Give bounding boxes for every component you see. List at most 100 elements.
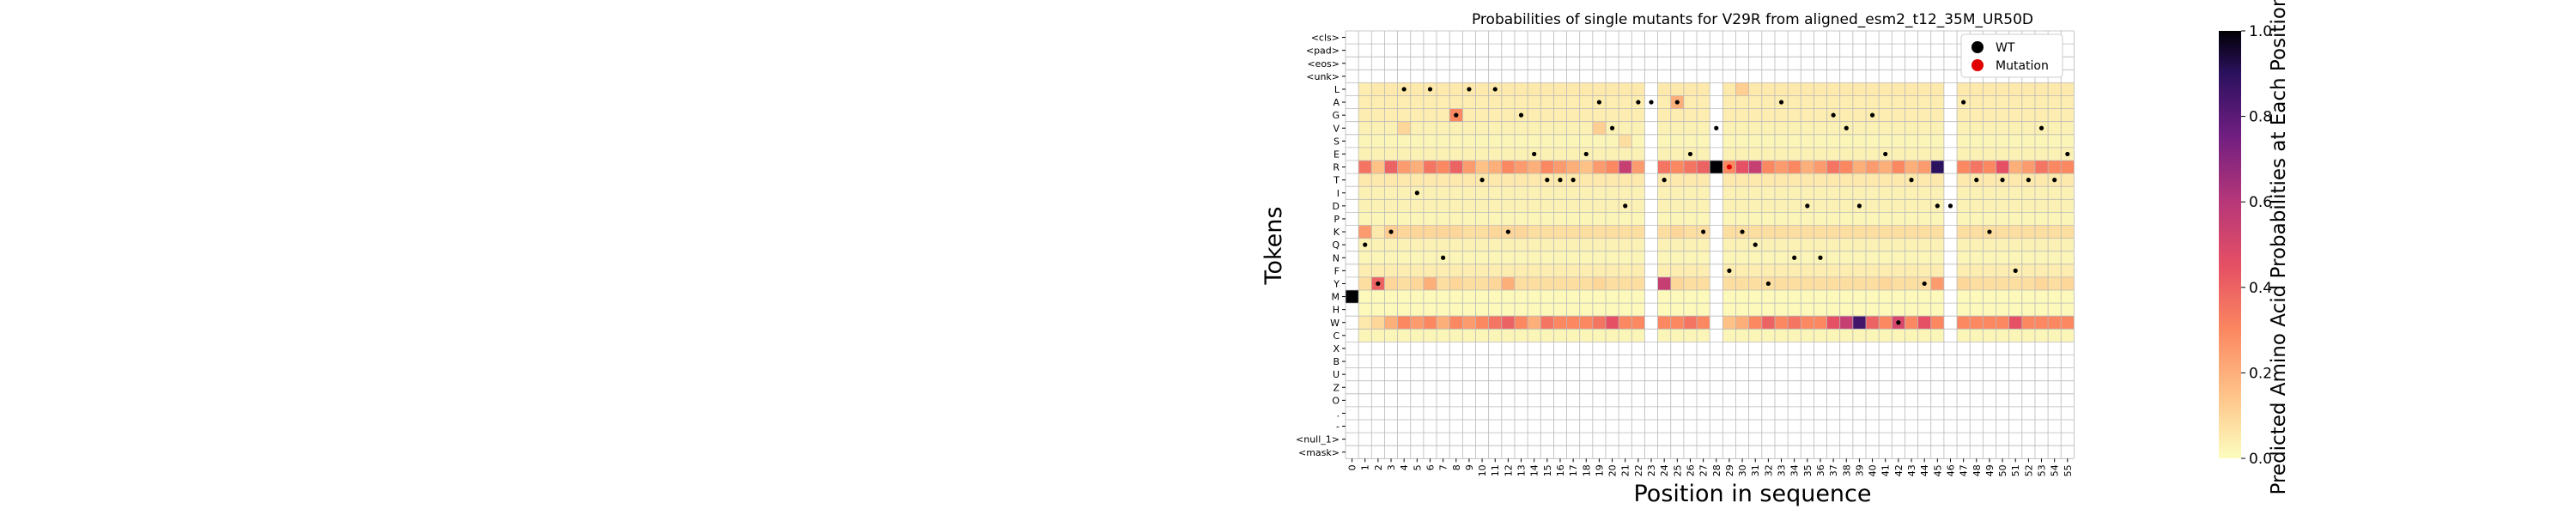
mutation-marker: [1727, 165, 1732, 170]
heatmap-cell: [1722, 109, 1735, 122]
heatmap-cell: [1398, 316, 1411, 329]
heatmap-cell: [1619, 173, 1631, 186]
heatmap-cell: [1879, 329, 1892, 342]
heatmap-cell: [1593, 239, 1606, 251]
wt-marker: [1467, 87, 1471, 91]
heatmap-cell: [1775, 329, 1788, 342]
heatmap-cell: [2061, 122, 2074, 135]
x-tick-label: 39: [1854, 464, 1865, 476]
x-tick-label: 29: [1724, 464, 1735, 476]
colorbar-gradient: [2219, 31, 2241, 458]
heatmap-cell: [2061, 226, 2074, 239]
heatmap-cell: [1580, 316, 1593, 329]
heatmap-cell: [1371, 303, 1384, 316]
heatmap-cell: [1476, 148, 1489, 161]
wt-marker: [1350, 294, 1354, 299]
y-tick-label: Q: [1332, 239, 1340, 251]
heatmap-cell: [1775, 199, 1788, 212]
heatmap-cell: [1411, 161, 1424, 173]
wt-marker: [1987, 229, 1991, 233]
heatmap-cell: [1631, 199, 1644, 212]
heatmap-cell: [1619, 135, 1631, 148]
wt-marker: [1935, 203, 1940, 208]
heatmap-cell: [1606, 186, 1619, 199]
heatmap-cell: [1384, 109, 1397, 122]
heatmap-cell: [1788, 212, 1801, 225]
heatmap-cell: [1515, 239, 1528, 251]
heatmap-cell: [1580, 161, 1593, 173]
heatmap-cell: [2048, 251, 2061, 264]
heatmap-cell: [1840, 239, 1853, 251]
heatmap-cell: [1736, 329, 1749, 342]
heatmap-cell: [1567, 251, 1580, 264]
heatmap-cell: [1788, 264, 1801, 277]
heatmap-cell: [1970, 109, 1983, 122]
wt-marker: [1388, 229, 1393, 233]
heatmap-cell: [1631, 135, 1644, 148]
heatmap-cell: [1502, 82, 1515, 95]
heatmap-cell: [1814, 82, 1826, 95]
heatmap-cell: [1697, 290, 1710, 303]
heatmap-cell: [1840, 148, 1853, 161]
heatmap-cell: [1489, 186, 1502, 199]
heatmap-cell: [1437, 161, 1449, 173]
heatmap-cell: [1476, 122, 1489, 135]
heatmap-cell: [1918, 199, 1931, 212]
heatmap-cell: [1476, 329, 1489, 342]
heatmap-cell: [1684, 135, 1697, 148]
heatmap-cell: [1437, 212, 1449, 225]
heatmap-cell: [2022, 239, 2035, 251]
heatmap-cell: [1593, 303, 1606, 316]
heatmap-cell: [1671, 109, 1684, 122]
heatmap-cell: [1437, 303, 1449, 316]
x-tick-label: 26: [1685, 464, 1696, 476]
heatmap-cell: [1788, 109, 1801, 122]
y-tick-label: M: [1332, 292, 1340, 303]
wt-marker: [1740, 229, 1744, 233]
heatmap-cell: [1918, 303, 1931, 316]
heatmap-cell: [1580, 226, 1593, 239]
heatmap-cell: [1749, 251, 1762, 264]
heatmap-cell: [1449, 251, 1462, 264]
heatmap-cell: [1684, 226, 1697, 239]
heatmap-cell: [1619, 239, 1631, 251]
heatmap-cell: [1540, 186, 1553, 199]
heatmap-cell: [1476, 199, 1489, 212]
heatmap-cell: [1462, 239, 1475, 251]
heatmap-cell: [1918, 135, 1931, 148]
heatmap-cell: [1528, 109, 1540, 122]
wt-marker: [1974, 178, 1978, 182]
heatmap-cell: [1931, 226, 1944, 239]
x-tick-label: 19: [1594, 464, 1605, 476]
heatmap-cell: [1398, 239, 1411, 251]
heatmap-cell: [1411, 316, 1424, 329]
heatmap-cell: [1462, 226, 1475, 239]
heatmap-cell: [1437, 239, 1449, 251]
heatmap-cell: [1827, 199, 1840, 212]
y-tick-label: D: [1333, 201, 1340, 212]
heatmap-cell: [1931, 316, 1944, 329]
heatmap-cell: [1540, 148, 1553, 161]
heatmap-cell: [1384, 303, 1397, 316]
heatmap-cell: [1814, 277, 1826, 290]
heatmap-cell: [1892, 303, 1905, 316]
heatmap-cell: [1697, 186, 1710, 199]
heatmap-cell: [1371, 82, 1384, 95]
heatmap-cell: [1996, 277, 2009, 290]
heatmap-cell: [1879, 122, 1892, 135]
y-tick-label: N: [1333, 252, 1340, 264]
heatmap-cell: [1827, 226, 1840, 239]
heatmap-cell: [1606, 226, 1619, 239]
heatmap-cell: [1540, 226, 1553, 239]
heatmap-cell: [1736, 161, 1749, 173]
x-tick-label: 12: [1503, 464, 1514, 476]
heatmap-cell: [1684, 277, 1697, 290]
heatmap-cell: [1553, 186, 1566, 199]
heatmap-cell: [1853, 212, 1866, 225]
colorbar-label: Predicted Amino Acid Probabilities at Ea…: [2268, 0, 2290, 495]
heatmap-cell: [1502, 264, 1515, 277]
heatmap-cell: [1996, 264, 2009, 277]
heatmap-cell: [1384, 277, 1397, 290]
wt-marker: [1714, 126, 1718, 130]
heatmap-cell: [1384, 148, 1397, 161]
